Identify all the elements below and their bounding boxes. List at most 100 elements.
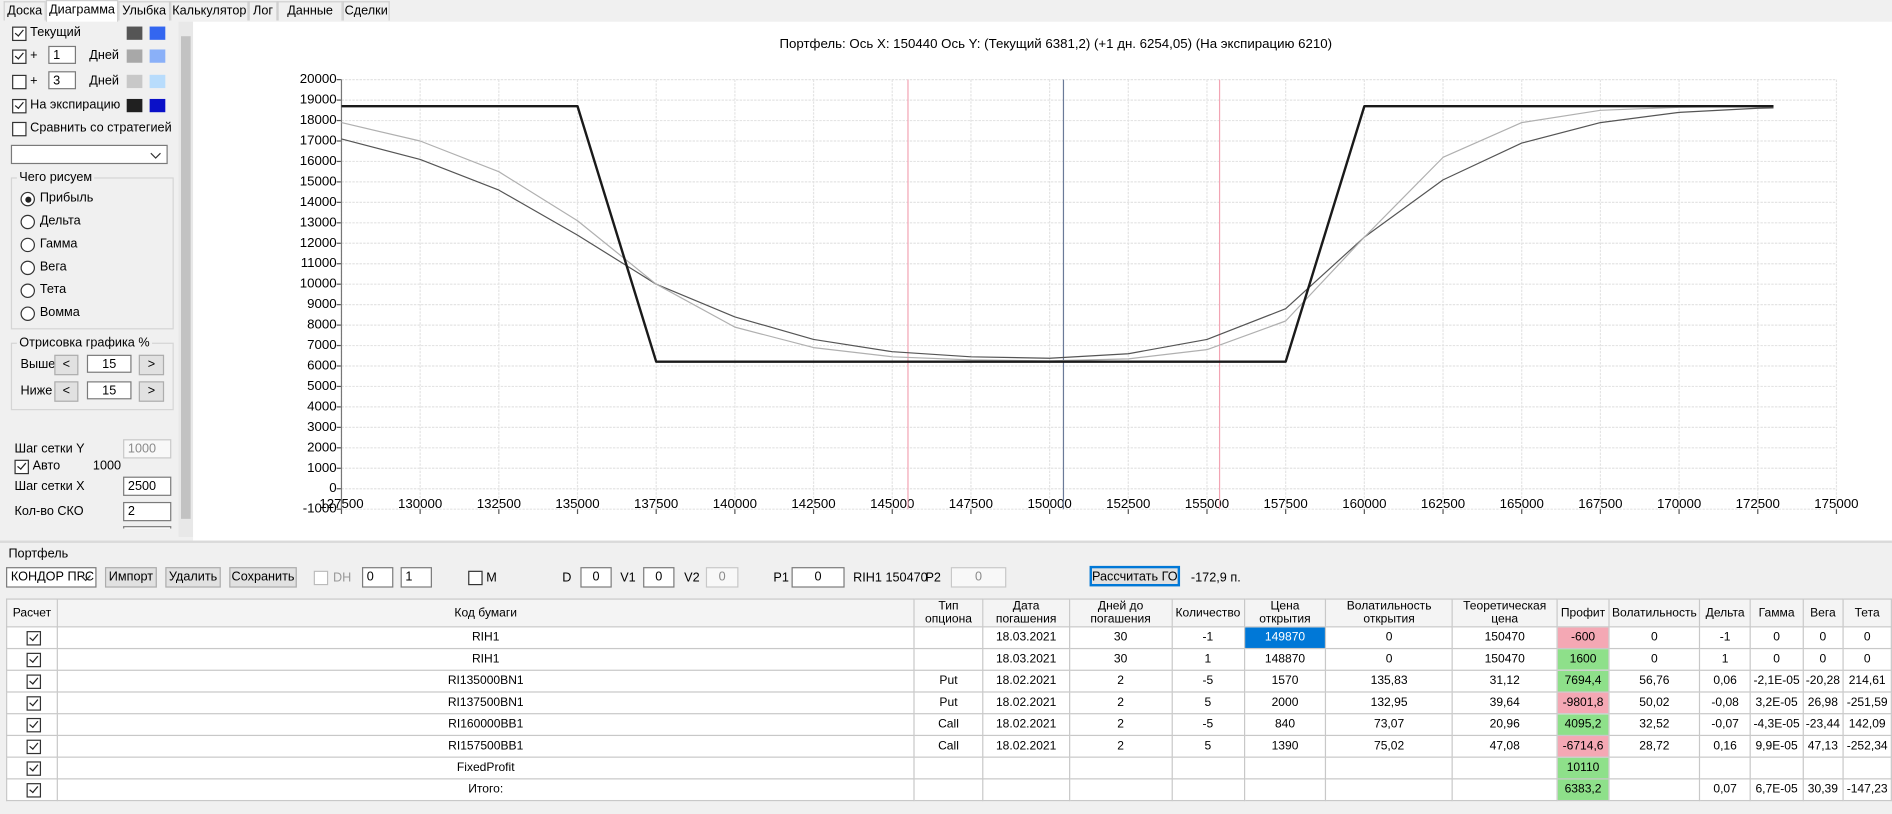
tab[interactable]: Улыбка: [118, 1, 171, 21]
checkbox[interactable]: [468, 570, 483, 586]
color-swatch[interactable]: [126, 49, 143, 63]
calc-cell[interactable]: [6, 669, 58, 693]
y-tick-label: 7000: [307, 337, 337, 352]
calc-cell[interactable]: [6, 778, 58, 802]
prev-button[interactable]: <: [54, 381, 79, 402]
checkbox[interactable]: [12, 98, 27, 114]
color-swatch[interactable]: [126, 26, 143, 40]
portfolio-table: Расчет Код бумаги Тип опциона Дата погашени…: [6, 598, 1892, 802]
checkbox[interactable]: [26, 761, 42, 776]
field-label: D: [562, 570, 572, 586]
toolbar-button[interactable]: Импорт: [104, 567, 157, 588]
y-tick-label: 10000: [300, 276, 337, 291]
table-row[interactable]: RI157500BB1 Call 18.02.2021 2 5 1390 75,02 47,0…: [6, 734, 1892, 758]
checkbox[interactable]: [12, 121, 27, 137]
checkbox[interactable]: [14, 459, 29, 475]
field-input[interactable]: 0: [705, 567, 739, 588]
cell: [1608, 756, 1701, 780]
tab[interactable]: Калькулятор: [170, 1, 249, 21]
calc-cell[interactable]: [6, 626, 58, 650]
cell: 0: [1749, 647, 1804, 671]
checkbox[interactable]: [313, 570, 329, 586]
days-input[interactable]: 1: [48, 45, 77, 64]
tab[interactable]: Данные: [277, 1, 343, 21]
cell: 4095,2: [1556, 713, 1610, 737]
calc-cell[interactable]: [6, 647, 58, 671]
cell: -23,44: [1802, 713, 1844, 737]
cell: 5: [1171, 734, 1245, 758]
table-row[interactable]: RI160000BB1 Call 18.02.2021 2 -5 840 73,07 20,9…: [6, 713, 1892, 737]
toolbar-button[interactable]: Сохранить: [229, 567, 297, 588]
scrollbar[interactable]: [178, 21, 194, 537]
radio[interactable]: [20, 237, 35, 253]
checkbox[interactable]: [12, 26, 27, 42]
tab[interactable]: Лог: [248, 1, 278, 21]
x-tick-label: 145000: [870, 496, 914, 511]
table-row[interactable]: RIH1 18.03.2021 30 1 148870 0 150470 1600 0 1 0 0 0: [6, 647, 1892, 671]
radio[interactable]: [20, 260, 35, 276]
tab[interactable]: Диаграмма: [45, 0, 119, 22]
radio[interactable]: [20, 214, 35, 230]
y-tick-label: -1000: [303, 501, 337, 516]
field-input[interactable]: 1: [123, 526, 172, 529]
color-swatch[interactable]: [126, 98, 143, 113]
calc-cell[interactable]: [6, 756, 58, 780]
cell: 0,07: [1699, 778, 1752, 802]
table-row[interactable]: RI137500BN1 Put 18.02.2021 2 5 2000 132,95 39,6…: [6, 691, 1892, 715]
radio[interactable]: [20, 306, 35, 321]
radio[interactable]: [20, 191, 35, 207]
cell: [1171, 778, 1245, 802]
color-swatch[interactable]: [126, 74, 143, 89]
next-button[interactable]: >: [138, 381, 165, 402]
range-input[interactable]: 15: [86, 381, 132, 400]
next-button[interactable]: >: [138, 354, 165, 376]
color-swatch[interactable]: [149, 74, 166, 89]
color-swatch[interactable]: [149, 26, 166, 40]
color-swatch[interactable]: [149, 98, 166, 113]
prev-button[interactable]: <: [54, 354, 79, 376]
cell: 18.02.2021: [982, 734, 1071, 758]
x-tick-label: 137500: [634, 496, 678, 511]
color-swatch[interactable]: [149, 49, 166, 63]
checkbox[interactable]: [26, 674, 42, 689]
tab[interactable]: Доска: [3, 1, 46, 21]
checkbox[interactable]: [26, 631, 42, 646]
calc-cell[interactable]: [6, 691, 58, 715]
table-row[interactable]: RIH1 18.03.2021 30 -1 149870 0 150470 -600 0 -1 0 0…: [6, 626, 1892, 650]
field-input[interactable]: 0: [580, 567, 612, 588]
checkbox[interactable]: [26, 739, 42, 755]
cell: -147,23: [1842, 778, 1892, 802]
checkbox[interactable]: [26, 652, 42, 668]
table-row[interactable]: Итого: 6383,2 0,07 6,7E-05 30,39 -147,23: [6, 778, 1892, 802]
spin-input[interactable]: 1: [400, 567, 432, 588]
cell: 47,08: [1451, 734, 1558, 758]
field-input[interactable]: 0: [791, 567, 845, 588]
checkbox[interactable]: [26, 717, 42, 733]
field-input[interactable]: 2500: [123, 476, 172, 496]
field-input[interactable]: 1000: [123, 439, 172, 459]
range-input[interactable]: 15: [86, 354, 132, 373]
radio[interactable]: [20, 283, 35, 299]
portfolio-select[interactable]: КОНДОР ПРС: [6, 567, 97, 588]
strategy-combobox[interactable]: [10, 144, 168, 165]
calc-cell[interactable]: [6, 734, 58, 758]
field-input[interactable]: 0: [950, 567, 1007, 588]
spin-input[interactable]: 0: [361, 567, 394, 588]
cell: 31,12: [1451, 669, 1558, 693]
calc-button[interactable]: Рассчитать ГО: [1089, 565, 1181, 587]
checkbox[interactable]: [12, 49, 27, 64]
field-input[interactable]: 0: [643, 567, 675, 588]
checkbox[interactable]: [12, 74, 27, 90]
table-row[interactable]: RI135000BN1 Put 18.02.2021 2 -5 1570 135,83 31,…: [6, 669, 1892, 693]
field-input[interactable]: 2: [123, 501, 172, 522]
cell: Итого:: [56, 778, 915, 802]
calc-cell[interactable]: [6, 713, 58, 737]
days-input[interactable]: 3: [48, 71, 77, 90]
checkbox[interactable]: [26, 783, 42, 798]
splitter[interactable]: [0, 540, 1892, 543]
tab[interactable]: Сделки: [342, 1, 390, 21]
checkbox[interactable]: [26, 696, 42, 711]
toolbar-button[interactable]: Удалить: [165, 567, 221, 588]
table-row[interactable]: FixedProfit 10110: [6, 756, 1892, 780]
